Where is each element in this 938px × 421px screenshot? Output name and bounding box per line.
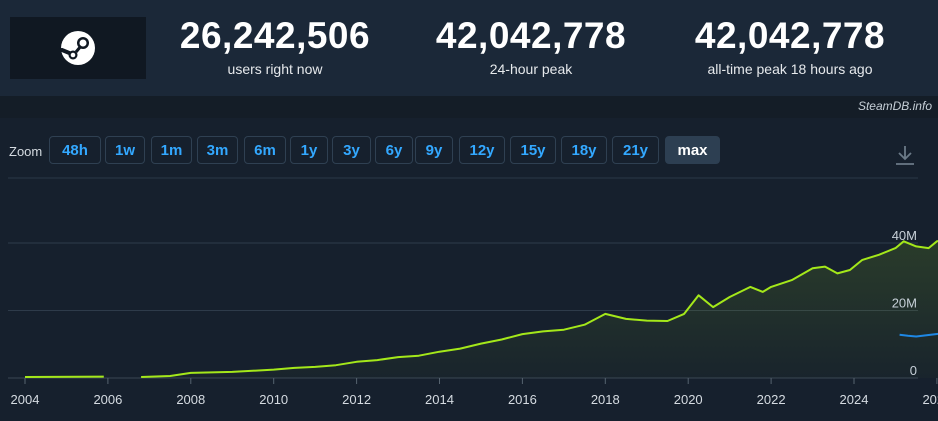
y-tick-label: 0 bbox=[910, 363, 917, 378]
stat-24h-peak: 42,042,778 24-hour peak bbox=[424, 14, 638, 78]
x-tick-label: 2012 bbox=[342, 392, 371, 407]
stat-users-now: 26,242,506 users right now bbox=[168, 14, 382, 78]
x-tick-label: 2008 bbox=[176, 392, 205, 407]
steam-logo[interactable] bbox=[10, 17, 146, 79]
x-tick-label: 2006 bbox=[93, 392, 122, 407]
stat-value: 42,042,778 bbox=[435, 15, 627, 56]
series-area bbox=[141, 241, 938, 378]
x-tick-label: 2004 bbox=[11, 392, 40, 407]
credit-row: SteamDB.info bbox=[0, 96, 938, 118]
x-tick-label: 2026 bbox=[922, 392, 938, 407]
zoom-button-3m[interactable]: 3m bbox=[197, 136, 238, 164]
x-tick-label: 2018 bbox=[591, 392, 620, 407]
x-tick-label: 2020 bbox=[674, 392, 703, 407]
download-icon[interactable] bbox=[893, 143, 917, 167]
chart-panel: Zoom 48h 1w 1m 3m 6m 1y 3y 6y 9y 12y 15y 18y 21y max … bbox=[0, 118, 938, 421]
x-tick-label: 2010 bbox=[259, 392, 288, 407]
zoom-button-3y[interactable]: 3y bbox=[332, 136, 371, 164]
x-tick-label: 2014 bbox=[425, 392, 454, 407]
credit-link[interactable]: SteamDB.info bbox=[857, 99, 932, 113]
zoom-button-12y[interactable]: 12y bbox=[459, 136, 505, 164]
zoom-button-9y[interactable]: 9y bbox=[415, 136, 453, 164]
x-tick-label: 2024 bbox=[840, 392, 869, 407]
stat-label: all-time peak 18 hours ago bbox=[707, 61, 873, 77]
y-tick-label: 20M bbox=[892, 296, 917, 311]
stats-bar: 26,242,506 users right now 42,042,778 24… bbox=[0, 0, 938, 96]
zoom-button-15y[interactable]: 15y bbox=[510, 136, 556, 164]
stat-value: 42,042,778 bbox=[694, 15, 886, 56]
zoom-button-48h[interactable]: 48h bbox=[49, 136, 101, 164]
zoom-button-1y[interactable]: 1y bbox=[290, 136, 328, 164]
zoom-label: Zoom bbox=[9, 144, 43, 159]
zoom-button-6m[interactable]: 6m bbox=[244, 136, 286, 164]
stat-label: 24-hour peak bbox=[489, 61, 573, 77]
stat-label: users right now bbox=[227, 61, 323, 77]
stat-value: 26,242,506 bbox=[179, 15, 371, 56]
y-tick-label: 40M bbox=[892, 228, 917, 243]
steam-logo-icon bbox=[60, 31, 95, 65]
zoom-button-max[interactable]: max bbox=[665, 136, 720, 164]
stat-all-time-peak: 42,042,778 all-time peak 18 hours ago bbox=[680, 14, 900, 78]
series-line-main bbox=[24, 240, 938, 378]
zoom-button-1m[interactable]: 1m bbox=[151, 136, 192, 164]
x-tick-label: 2022 bbox=[757, 392, 786, 407]
zoom-button-6y[interactable]: 6y bbox=[375, 136, 413, 164]
zoom-button-1w[interactable]: 1w bbox=[105, 136, 145, 164]
series-line-secondary bbox=[899, 332, 938, 338]
zoom-toolbar: Zoom 48h 1w 1m 3m 6m 1y 3y 6y 9y 12y 15y 18y 21y max bbox=[0, 118, 938, 178]
x-tick-label: 2016 bbox=[508, 392, 537, 407]
zoom-button-21y[interactable]: 21y bbox=[612, 136, 659, 164]
zoom-button-18y[interactable]: 18y bbox=[561, 136, 607, 164]
player-count-chart: 2004 2006 2008 2010 2012 2014 2016 2018 2020 2022… bbox=[8, 177, 938, 407]
